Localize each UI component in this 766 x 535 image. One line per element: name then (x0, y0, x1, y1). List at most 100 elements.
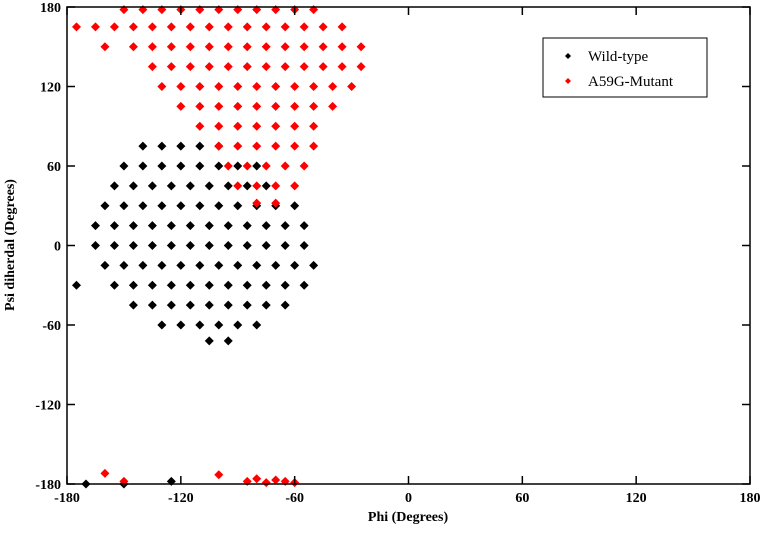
point (214, 201, 224, 211)
point (261, 300, 271, 310)
point (261, 22, 271, 32)
point (309, 121, 319, 131)
point (233, 121, 243, 131)
y-tick-label: 0 (54, 240, 61, 255)
point (100, 201, 110, 211)
point (128, 280, 138, 290)
point (242, 300, 252, 310)
point (166, 181, 176, 191)
point (147, 181, 157, 191)
x-tick-label: -60 (285, 491, 304, 506)
point (128, 181, 138, 191)
point (271, 141, 281, 151)
point (204, 62, 214, 72)
legend-label: Wild-type (588, 49, 649, 65)
point (100, 42, 110, 52)
point (252, 121, 262, 131)
point (147, 221, 157, 231)
legend-marker (565, 53, 571, 59)
point (242, 62, 252, 72)
point (185, 241, 195, 250)
point (290, 260, 300, 270)
point (261, 62, 271, 72)
point (204, 221, 214, 231)
point (195, 161, 205, 171)
point (176, 201, 186, 211)
point (109, 280, 119, 290)
y-tick-label: -120 (35, 399, 61, 414)
point (166, 300, 176, 310)
point (290, 101, 300, 111)
point (252, 161, 262, 171)
x-tick-label: 0 (405, 491, 412, 506)
point (233, 82, 243, 91)
point (223, 181, 233, 191)
point (71, 22, 81, 32)
point (128, 221, 138, 231)
point (119, 260, 129, 270)
point (157, 161, 167, 171)
legend-label: A59G-Mutant (588, 74, 674, 90)
y-tick-label: 60 (47, 160, 61, 175)
point (109, 22, 119, 32)
point (185, 280, 195, 290)
point (176, 82, 186, 91)
point (157, 320, 167, 330)
point (100, 468, 110, 478)
point (185, 42, 195, 52)
point (176, 101, 186, 111)
point (233, 260, 243, 270)
point (223, 22, 233, 32)
point (309, 260, 319, 270)
y-tick-label: -180 (35, 478, 61, 493)
legend: Wild-type A59G-Mutant (542, 37, 708, 98)
point (233, 141, 243, 151)
point (176, 161, 186, 171)
point (109, 181, 119, 191)
point (214, 82, 224, 91)
point (337, 62, 347, 72)
point (204, 22, 214, 32)
point (290, 181, 300, 191)
point (280, 161, 290, 171)
point (280, 22, 290, 32)
point (271, 181, 281, 191)
point (195, 201, 205, 211)
point (109, 221, 119, 231)
point (157, 201, 167, 211)
point (204, 300, 214, 310)
point (166, 280, 176, 290)
point (147, 42, 157, 52)
point (147, 62, 157, 72)
point (280, 300, 290, 310)
point (309, 141, 319, 151)
point (280, 42, 290, 52)
x-tick-label: 180 (740, 491, 761, 506)
point (214, 101, 224, 111)
point (252, 181, 262, 191)
point (157, 82, 167, 91)
point (147, 300, 157, 310)
point (242, 280, 252, 290)
x-tick-label: -180 (54, 491, 80, 506)
point (242, 221, 252, 231)
point (318, 62, 328, 72)
point (176, 320, 186, 330)
point (337, 22, 347, 32)
point (185, 300, 195, 310)
point (356, 62, 366, 72)
point (157, 260, 167, 270)
point (242, 181, 252, 191)
point (195, 101, 205, 111)
point (223, 336, 233, 346)
point (119, 161, 129, 171)
y-axis-label: Psi diherdal (Degrees) (3, 179, 18, 311)
point (271, 101, 281, 111)
point (138, 141, 148, 151)
point (290, 201, 300, 211)
x-tick-label: -120 (168, 491, 194, 506)
point (166, 42, 176, 52)
point (347, 82, 357, 91)
point (261, 280, 271, 290)
